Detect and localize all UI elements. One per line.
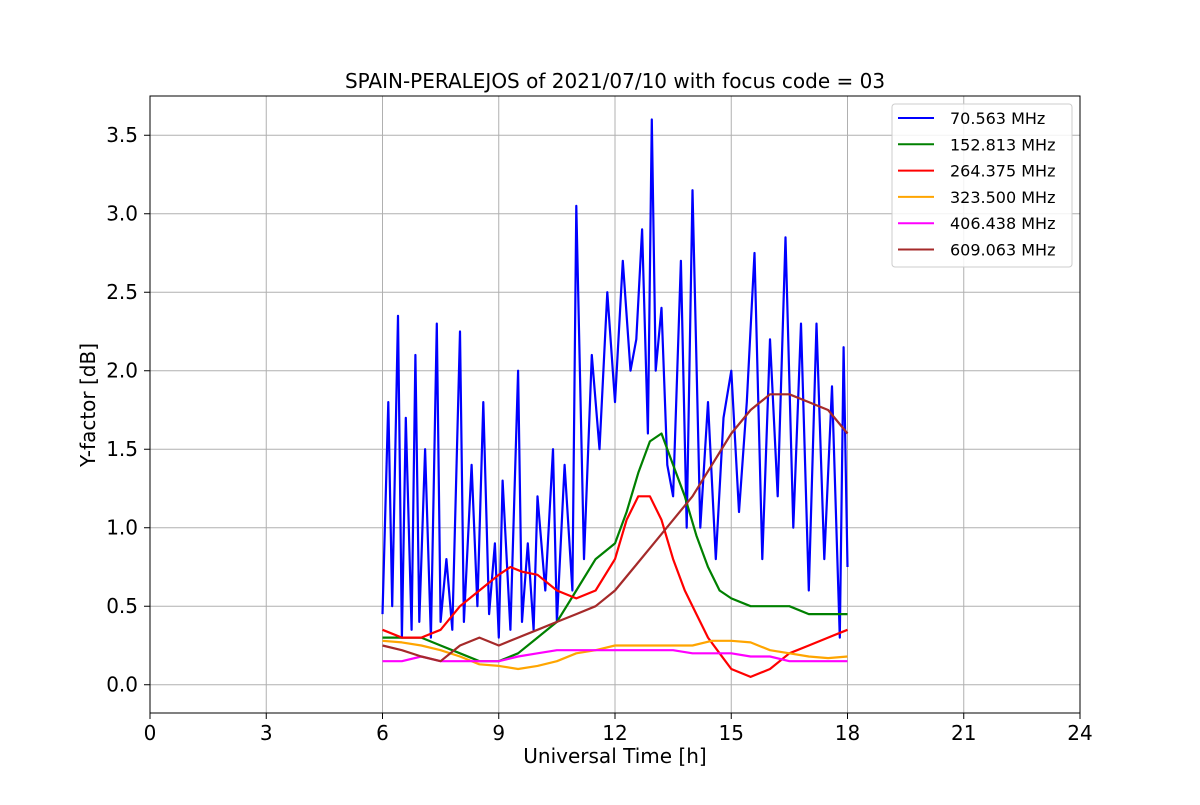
x-tick-label: 21: [951, 721, 976, 745]
legend-entry-label: 323.500 MHz: [950, 188, 1055, 207]
y-tick-label: 3.0: [106, 202, 138, 226]
x-tick-label: 3: [260, 721, 273, 745]
x-tick-label: 12: [602, 721, 627, 745]
legend-entry-label: 70.563 MHz: [950, 109, 1045, 128]
series-line-2: [382, 432, 848, 663]
series-line-6: [382, 393, 849, 663]
chart-title: SPAIN-PERALEJOS of 2021/07/10 with focus…: [345, 69, 885, 93]
y-tick-label: 1.0: [106, 516, 138, 540]
legend-entry-label: 609.063 MHz: [950, 241, 1055, 260]
x-tick-label: 6: [376, 721, 389, 745]
y-tick-label: 0.0: [106, 673, 138, 697]
y-axis-title: Y-factor [dB]: [76, 343, 100, 468]
legend-entry-label: 152.813 MHz: [950, 135, 1055, 154]
series-layer: [381, 118, 849, 679]
y-tick-label: 2.0: [106, 359, 138, 383]
y-tick-label: 2.5: [106, 280, 138, 304]
tick-layer: 0 3 6 9 12 15 18 21 24 0.0 0.5 1.0 1.5 2.0 2.5 3.0 3.5: [106, 123, 1093, 745]
x-tick-label: 9: [492, 721, 505, 745]
legend: 70.563 MHz 152.813 MHz 264.375 MHz 323.500 …: [891, 103, 1073, 268]
x-tick-label: 18: [835, 721, 860, 745]
series-line-5: [382, 649, 848, 663]
x-tick-label: 0: [144, 721, 157, 745]
y-tick-label: 0.5: [106, 594, 138, 618]
series-line-1: [381, 118, 849, 639]
series-line-4: [382, 639, 848, 671]
series-line-3: [382, 495, 848, 679]
y-tick-label: 1.5: [106, 437, 138, 461]
legend-entry-label: 406.438 MHz: [950, 214, 1055, 233]
x-axis-title: Universal Time [h]: [523, 744, 706, 768]
legend-entry-label: 264.375 MHz: [950, 162, 1055, 181]
x-tick-label: 24: [1067, 721, 1092, 745]
y-tick-label: 3.5: [106, 123, 138, 147]
legend-box: [891, 103, 1073, 268]
x-tick-label: 15: [719, 721, 744, 745]
